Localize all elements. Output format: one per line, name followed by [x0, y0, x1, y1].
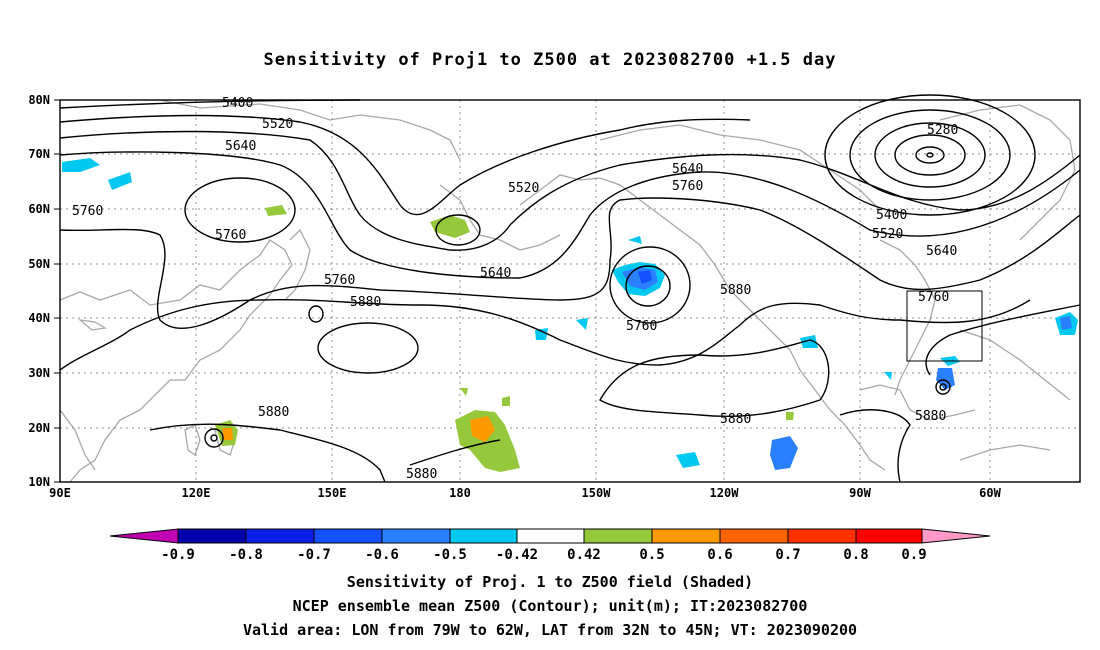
contour-labels: 5400 5520 5640 5760 5520 5640 5760 5880 … — [72, 96, 958, 482]
colorbar-swatch — [651, 528, 721, 544]
colorbar-swatch — [719, 528, 789, 544]
contour-label: 5640 — [225, 139, 256, 154]
colorbar-tick-label: -0.8 — [229, 547, 263, 563]
lon-label: 90W — [849, 486, 871, 500]
lat-label: 10N — [28, 475, 50, 489]
lon-label: 180 — [449, 486, 471, 500]
lat-label: 20N — [28, 421, 50, 435]
shade-patch — [638, 270, 652, 284]
contour-label: 5400 — [222, 96, 253, 111]
contour-label: 5760 — [72, 204, 103, 219]
sensitivity-shading — [62, 158, 1078, 472]
z500-contours — [59, 99, 1081, 483]
colorbar-tick-label: 0.7 — [775, 547, 800, 563]
shade-patch — [800, 335, 818, 348]
shade-patch — [535, 328, 548, 340]
colorbar-tick-label: 0.6 — [707, 547, 732, 563]
colorbar-labels: -0.9 -0.8 -0.7 -0.6 -0.5 -0.42 0.42 0.5 … — [161, 547, 927, 563]
lat-label: 60N — [28, 202, 50, 216]
colorbar-tick-label: -0.6 — [365, 547, 399, 563]
lat-ticks — [54, 99, 60, 483]
lon-label: 150E — [318, 486, 347, 500]
lat-label: 40N — [28, 311, 50, 325]
contour-label: 5880 — [720, 412, 751, 427]
lon-axis: 90E 120E 150E 180 150W 120W 90W 60W — [49, 486, 1001, 500]
colorbar-swatch — [449, 528, 518, 544]
caption-line-2: NCEP ensemble mean Z500 (Contour); unit(… — [292, 597, 808, 615]
lon-label: 120E — [182, 486, 211, 500]
lat-label: 50N — [28, 257, 50, 271]
colorbar-tick-label: -0.9 — [161, 547, 195, 563]
shade-patch — [265, 205, 287, 216]
colorbar-swatch — [787, 528, 857, 544]
contour-label: 5640 — [480, 266, 511, 281]
coastlines — [59, 99, 1076, 483]
colorbar-swatch — [381, 528, 451, 544]
caption-line-3: Valid area: LON from 79W to 62W, LAT fro… — [242, 621, 858, 639]
closed-contours — [184, 94, 1036, 448]
contour-label: 5400 — [876, 208, 907, 223]
shade-patch — [460, 388, 468, 396]
shade-patch — [470, 416, 495, 442]
contour-label: 5880 — [406, 467, 437, 482]
lon-label: 90E — [49, 486, 71, 500]
lat-axis: 80N 70N 60N 50N 40N 30N 20N 10N — [28, 93, 50, 489]
contour-label: 5880 — [350, 295, 381, 310]
shade-patch — [770, 436, 798, 470]
valid-area-box — [906, 290, 983, 362]
shade-patch — [62, 158, 100, 172]
contour-label: 5280 — [927, 123, 958, 138]
shade-patch — [222, 428, 233, 440]
map-frame — [59, 99, 1081, 483]
contour-label-extra: 5760 — [626, 319, 657, 334]
shade-patch — [108, 172, 132, 190]
colorbar-swatch — [921, 528, 991, 544]
colorbar-tick-label: 0.5 — [639, 547, 664, 563]
lat-label: 80N — [28, 93, 50, 107]
contour-label: 5760 — [324, 273, 355, 288]
colorbar-swatch — [855, 528, 923, 544]
colorbar-tick-label: 0.42 — [567, 547, 601, 563]
lon-label: 60W — [979, 486, 1001, 500]
shade-patch — [502, 396, 510, 406]
shade-patch — [884, 372, 892, 380]
shade-patch — [576, 318, 588, 330]
colorbar-tick-label: -0.7 — [297, 547, 331, 563]
contour-label: 5520 — [872, 227, 903, 242]
shade-patch — [676, 452, 700, 468]
lat-label: 70N — [28, 147, 50, 161]
contour-label: 5520 — [262, 117, 293, 132]
contour-label: 5760 — [918, 290, 949, 305]
shade-patch — [786, 412, 794, 420]
colorbar-swatch — [177, 528, 247, 544]
colorbar-swatch — [583, 528, 653, 544]
lon-label: 120W — [710, 486, 740, 500]
colorbar-tick-label: 0.9 — [901, 547, 926, 563]
contour-label: 5880 — [258, 405, 289, 420]
contour-label: 5880 — [720, 283, 751, 298]
contour-label: 5760 — [215, 228, 246, 243]
colorbar-swatch — [516, 528, 585, 544]
colorbar-swatch — [245, 528, 315, 544]
colorbar-tick-label: -0.5 — [433, 547, 467, 563]
shade-patch — [628, 236, 642, 244]
chart-title: Sensitivity of Proj1 to Z500 at 20230827… — [263, 50, 837, 70]
shade-patch — [1060, 316, 1072, 330]
contour-label: 5880 — [915, 409, 946, 424]
colorbar — [109, 528, 991, 544]
contour-label: 5520 — [508, 181, 539, 196]
contour-label: 5640 — [672, 162, 703, 177]
caption-line-1: Sensitivity of Proj. 1 to Z500 field (Sh… — [346, 573, 754, 591]
lat-label: 30N — [28, 366, 50, 380]
colorbar-tick-label: -0.42 — [496, 547, 538, 563]
colorbar-swatch — [109, 528, 179, 544]
contour-label: 5760 — [672, 179, 703, 194]
colorbar-tick-label: 0.8 — [843, 547, 868, 563]
contour-label: 5640 — [926, 244, 957, 259]
colorbar-swatch — [313, 528, 383, 544]
lon-label: 150W — [582, 486, 612, 500]
